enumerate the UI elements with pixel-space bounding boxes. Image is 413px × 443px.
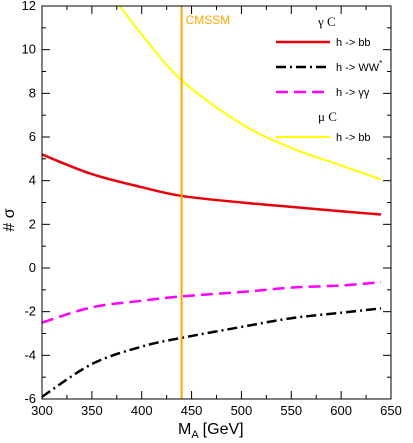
y-tick-label: -2 <box>24 304 36 319</box>
x-tick-label: 450 <box>181 403 203 418</box>
axis-ticks <box>41 5 392 400</box>
y-tick-label: 12 <box>22 0 36 13</box>
y-axis-label: # σ <box>1 208 18 231</box>
legend-label: h -> γγ <box>336 87 370 99</box>
y-tick-label: 2 <box>29 216 36 231</box>
y-tick-label: 4 <box>29 173 36 188</box>
x-tick-label: 350 <box>81 403 103 418</box>
y-tick-label: 10 <box>22 42 36 57</box>
series-layer <box>42 6 382 398</box>
y-tick-label: -6 <box>24 391 36 406</box>
series-line-1 <box>42 307 382 398</box>
series-line-3 <box>118 6 382 181</box>
legend: γ Ch -> bbh -> WW*h -> γγμ Ch -> bb <box>276 14 382 144</box>
legend-label: h -> bb <box>336 37 371 49</box>
x-axis-label-sub: A <box>191 429 199 441</box>
y-tick-label: 8 <box>29 85 36 100</box>
x-tick-label: 300 <box>31 403 53 418</box>
y-tick-label: -4 <box>24 347 36 362</box>
cmssm-label: CMSSM <box>186 13 231 27</box>
y-tick-label: 0 <box>29 260 36 275</box>
x-tick-label: 400 <box>131 403 153 418</box>
legend-label-superscript: * <box>379 59 382 68</box>
legend-label: h -> bb <box>336 132 371 144</box>
tick-labels: 300 350 400 450 500 550 600 650 -6 -4 -2 0 2 4 6 8 10 12 <box>22 0 402 418</box>
y-tick-label: 6 <box>29 129 36 144</box>
series-line-0 <box>42 153 382 216</box>
x-tick-label: 500 <box>231 403 253 418</box>
x-axis-label-unit: [GeV] <box>203 421 244 438</box>
x-axis-label: MA [GeV] <box>178 421 244 441</box>
x-tick-label: 550 <box>280 403 302 418</box>
legend-group-header: μ C <box>318 109 337 124</box>
legend-label: h -> WW* <box>336 59 382 74</box>
series-line-2 <box>42 280 382 324</box>
x-tick-label: 600 <box>330 403 352 418</box>
x-tick-label: 650 <box>380 403 402 418</box>
legend-group-header: γ C <box>317 14 336 29</box>
x-axis-label-main: M <box>178 421 191 438</box>
